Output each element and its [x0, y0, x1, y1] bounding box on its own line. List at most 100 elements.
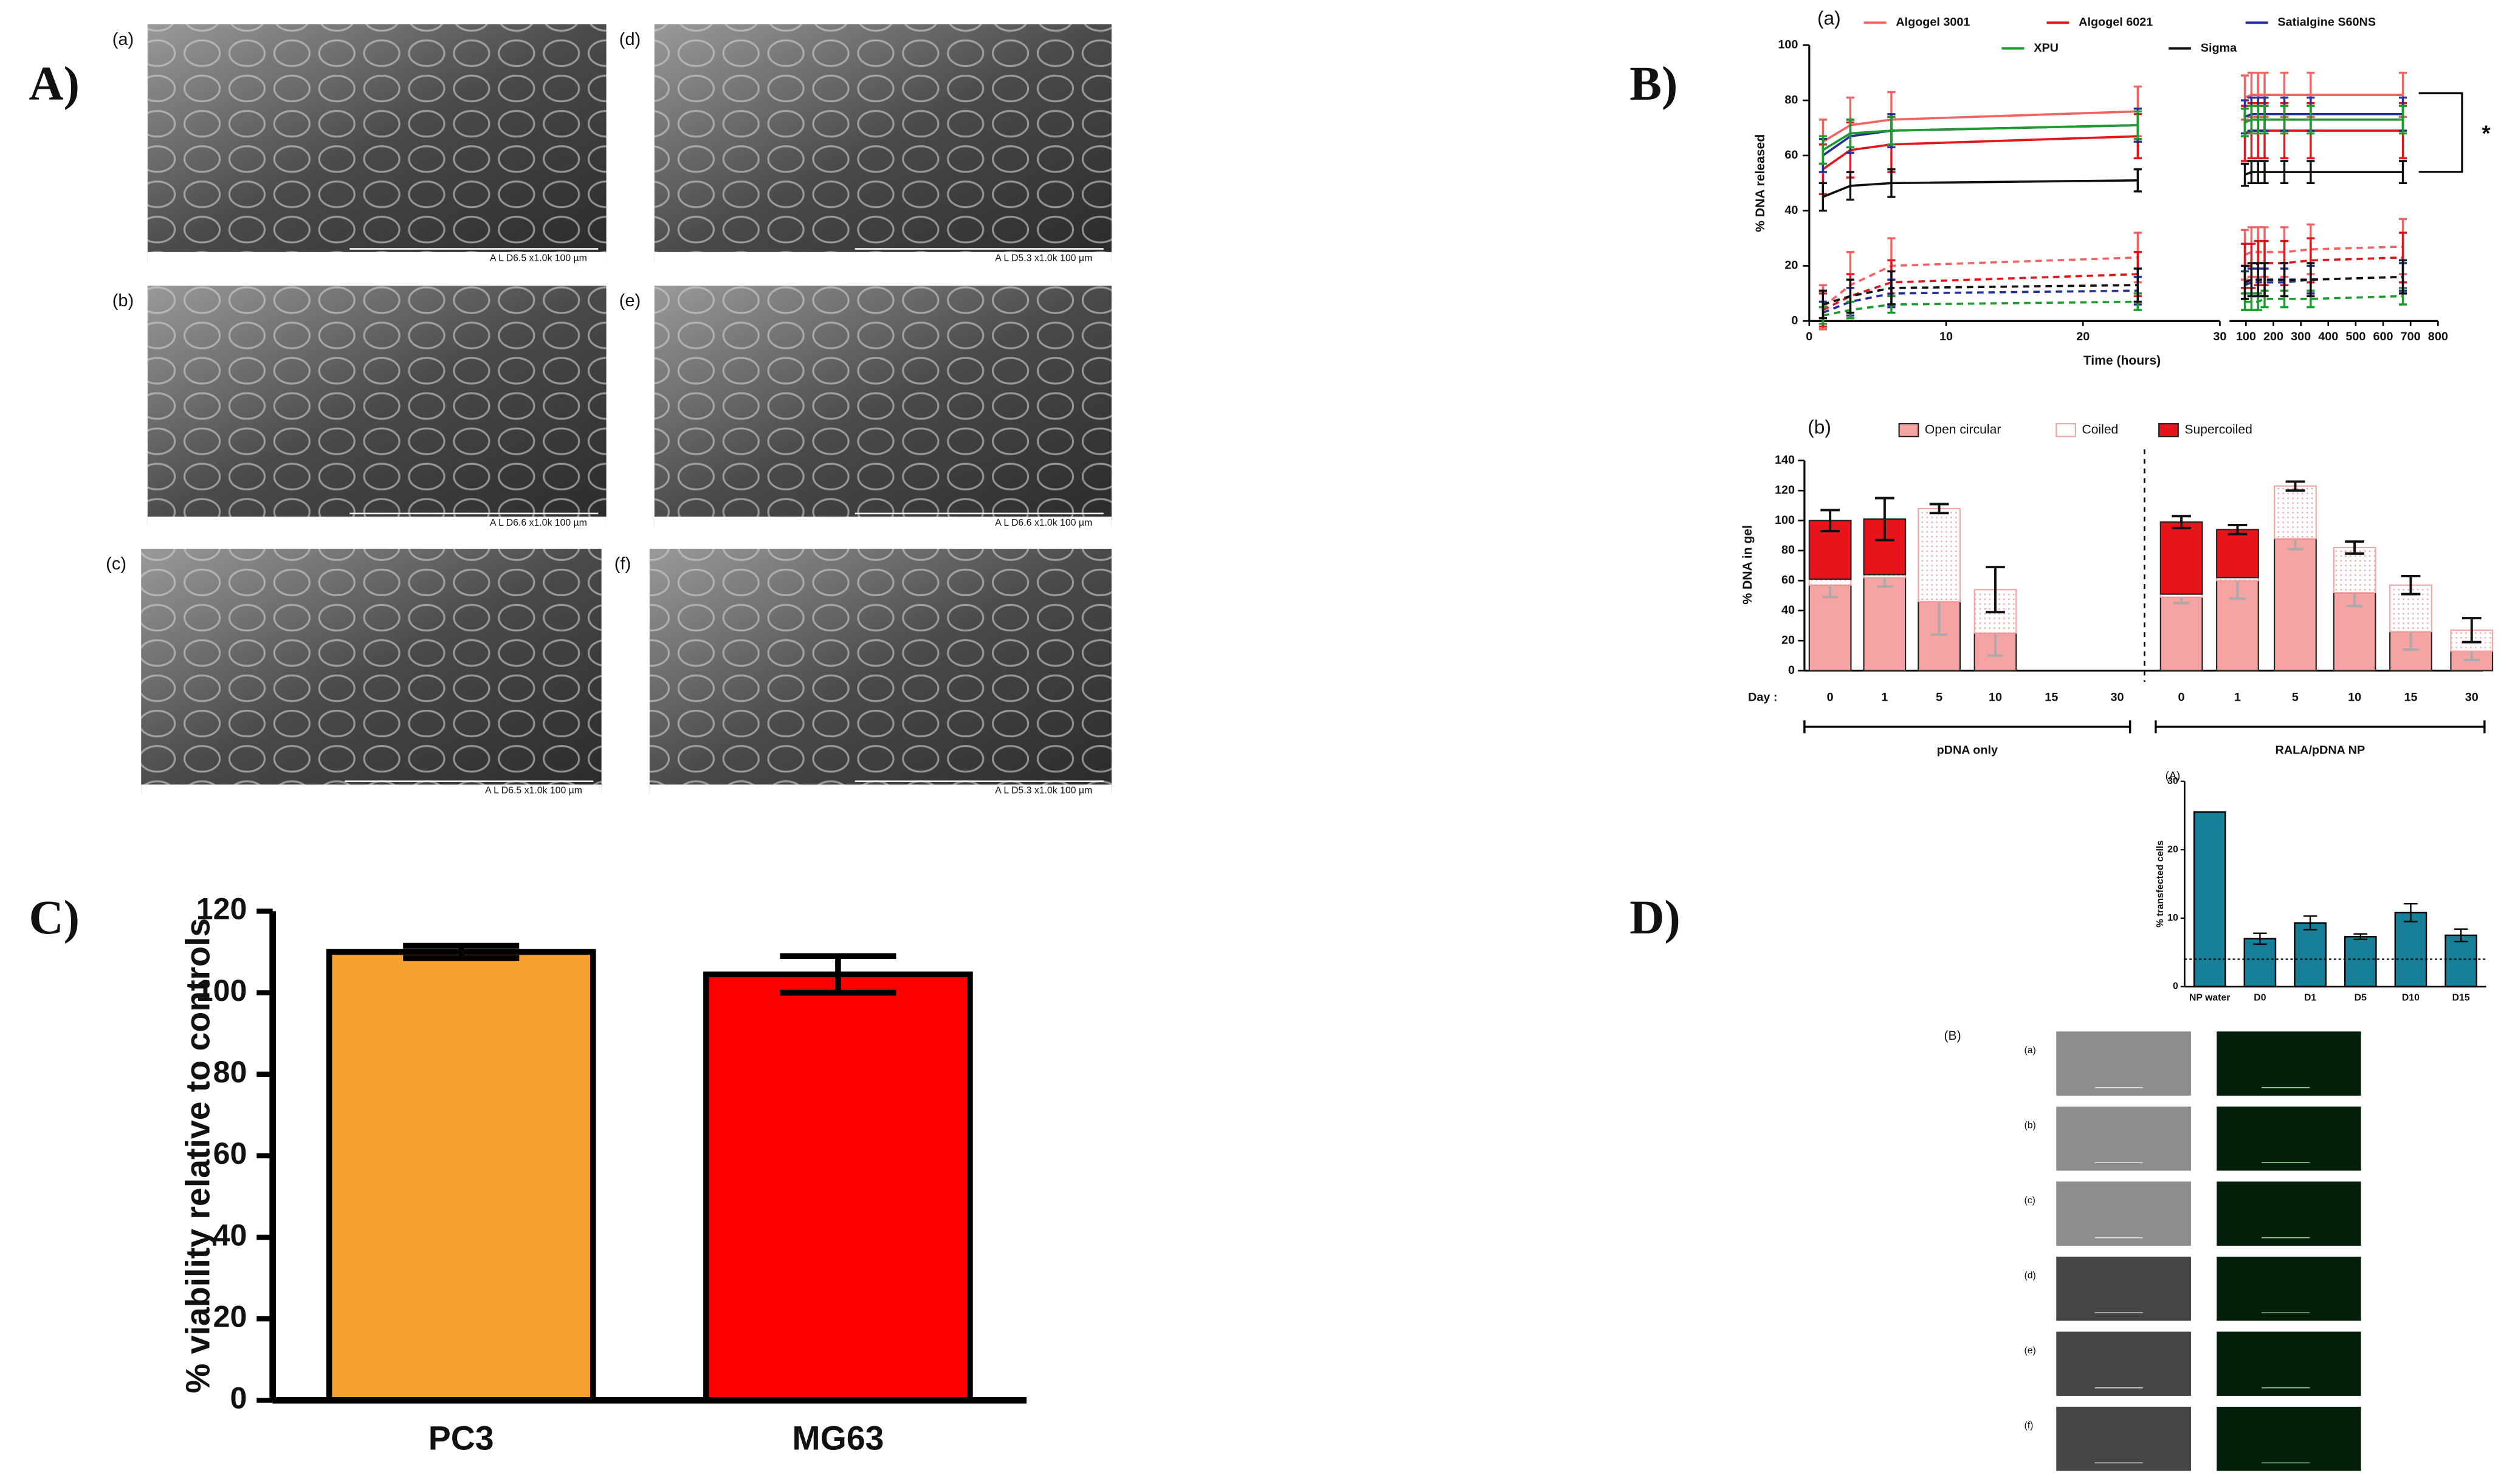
error-bar — [1818, 182, 1827, 212]
bar — [2344, 936, 2377, 988]
brightfield-image — [2056, 1106, 2191, 1171]
y-tick-label: 20 — [1784, 259, 1798, 272]
error-bar — [2307, 262, 2315, 298]
bar — [2193, 811, 2226, 988]
bar-segment — [2333, 592, 2376, 672]
legend-label: Coiled — [2082, 422, 2118, 436]
bar — [2444, 934, 2477, 988]
error-bar — [403, 943, 520, 961]
line — [1822, 171, 2403, 198]
line — [1822, 118, 2403, 151]
x-tick-label: NP water — [2189, 993, 2230, 1003]
error-bar — [2133, 267, 2142, 303]
caption-strip — [147, 252, 607, 264]
bar-segment — [2159, 521, 2203, 595]
y-axis-label: % transfected cells — [2155, 840, 2166, 928]
row-label: (b) — [2024, 1121, 2035, 1131]
y-tick-label: 100 — [1775, 514, 1795, 527]
y-tick-label: 0 — [230, 1381, 247, 1415]
error-bar — [2454, 928, 2468, 943]
dashed-line — [1822, 275, 2403, 314]
x-axis-label: Time (hours) — [2083, 354, 2161, 368]
error-bar — [1818, 289, 1827, 320]
error-bar — [2404, 903, 2418, 922]
x-tick-label: 1 — [2234, 691, 2241, 704]
x-tick-label: 100 — [2236, 330, 2256, 343]
x-tick-label: D0 — [2254, 993, 2266, 1003]
x-tick-label: 30 — [2465, 691, 2479, 704]
error-bar — [2260, 262, 2269, 298]
group-label: pDNA only — [1937, 744, 1998, 757]
total-error-bar — [2401, 575, 2421, 596]
sem-label: (b) — [112, 291, 134, 311]
bar — [703, 971, 973, 1404]
total-error-bar — [2228, 524, 2248, 535]
sem-caption: A L D5.3 x1.0k 100 µm — [995, 253, 1092, 264]
y-axis-label: % viability relative to controls — [179, 918, 217, 1393]
annotation: * — [2482, 121, 2491, 146]
legend-label: XPU — [2034, 41, 2059, 55]
group-bracket — [1803, 720, 2131, 733]
total-error-bar — [1875, 496, 1894, 541]
error-bar — [2280, 160, 2289, 185]
y-tick-label: 20 — [1781, 633, 1795, 647]
total-error-bar — [1820, 509, 1840, 532]
bar-segment — [2159, 596, 2203, 672]
sem-texture — [654, 286, 1112, 527]
row-label: (e) — [2024, 1345, 2035, 1356]
x-tick-label: MG63 — [792, 1419, 884, 1457]
y-tick-label: 0 — [1791, 314, 1798, 327]
x-tick-label: 15 — [2045, 691, 2058, 704]
x-tick-label: 500 — [2345, 330, 2365, 343]
sem-texture — [147, 24, 607, 262]
x-tick-label: 30 — [2213, 330, 2226, 343]
error-bar — [2240, 162, 2249, 187]
bar — [2243, 938, 2277, 988]
x-tick-label: 20 — [2076, 330, 2090, 343]
error-bar — [2280, 105, 2289, 135]
error-bar — [2307, 160, 2315, 185]
fluorescence-image — [2217, 1331, 2361, 1396]
legend-label: Open circular — [1925, 422, 2001, 436]
fluorescence-image — [2217, 1181, 2361, 1246]
dashed-line — [1822, 256, 2403, 311]
error-bar — [1846, 171, 1854, 201]
line — [1822, 94, 2403, 143]
total-error-bar — [1986, 566, 2005, 614]
brightfield-image — [2056, 1031, 2191, 1096]
error-bar — [2398, 259, 2407, 295]
y-tick-label: 100 — [1778, 38, 1798, 52]
sem-label: (f) — [614, 554, 631, 574]
error-bar — [2240, 264, 2249, 300]
legend-label: Sigma — [2201, 41, 2237, 55]
brightfield-image — [2056, 1331, 2191, 1396]
bar-segment — [1808, 584, 1852, 672]
sem-label: (a) — [112, 30, 134, 49]
panel-label: C) — [29, 891, 80, 944]
microscopy-label: (B) — [1944, 1029, 1961, 1043]
x-tick-label: 30 — [2111, 691, 2124, 704]
legend-label: Algogel 6021 — [2079, 16, 2153, 29]
sem-label: (c) — [106, 554, 126, 574]
bar — [2294, 922, 2327, 988]
x-tick-label: 0 — [1806, 330, 1812, 343]
brightfield-image — [2056, 1181, 2191, 1246]
error-bar — [2307, 105, 2315, 135]
bar-segment — [1808, 578, 1852, 586]
caption-strip — [649, 784, 1112, 796]
x-tick-label: 5 — [1936, 691, 1942, 704]
y-tick-label: 80 — [1781, 543, 1795, 557]
row-label: (d) — [2024, 1271, 2035, 1281]
caption-strip — [654, 517, 1112, 528]
x-tick-label: D15 — [2452, 993, 2470, 1003]
y-axis-label: % DNA in gel — [1741, 525, 1755, 605]
y-tick-label: 20 — [2167, 844, 2178, 854]
error-bar — [2353, 933, 2368, 940]
error-bar — [780, 953, 896, 996]
error-bar — [1846, 119, 1854, 149]
chart-title: (b) — [1808, 416, 1831, 438]
group-bracket — [2155, 720, 2486, 733]
legend-label: Algogel 3001 — [1896, 16, 1970, 29]
sem-caption: A L D5.3 x1.0k 100 µm — [995, 786, 1092, 796]
